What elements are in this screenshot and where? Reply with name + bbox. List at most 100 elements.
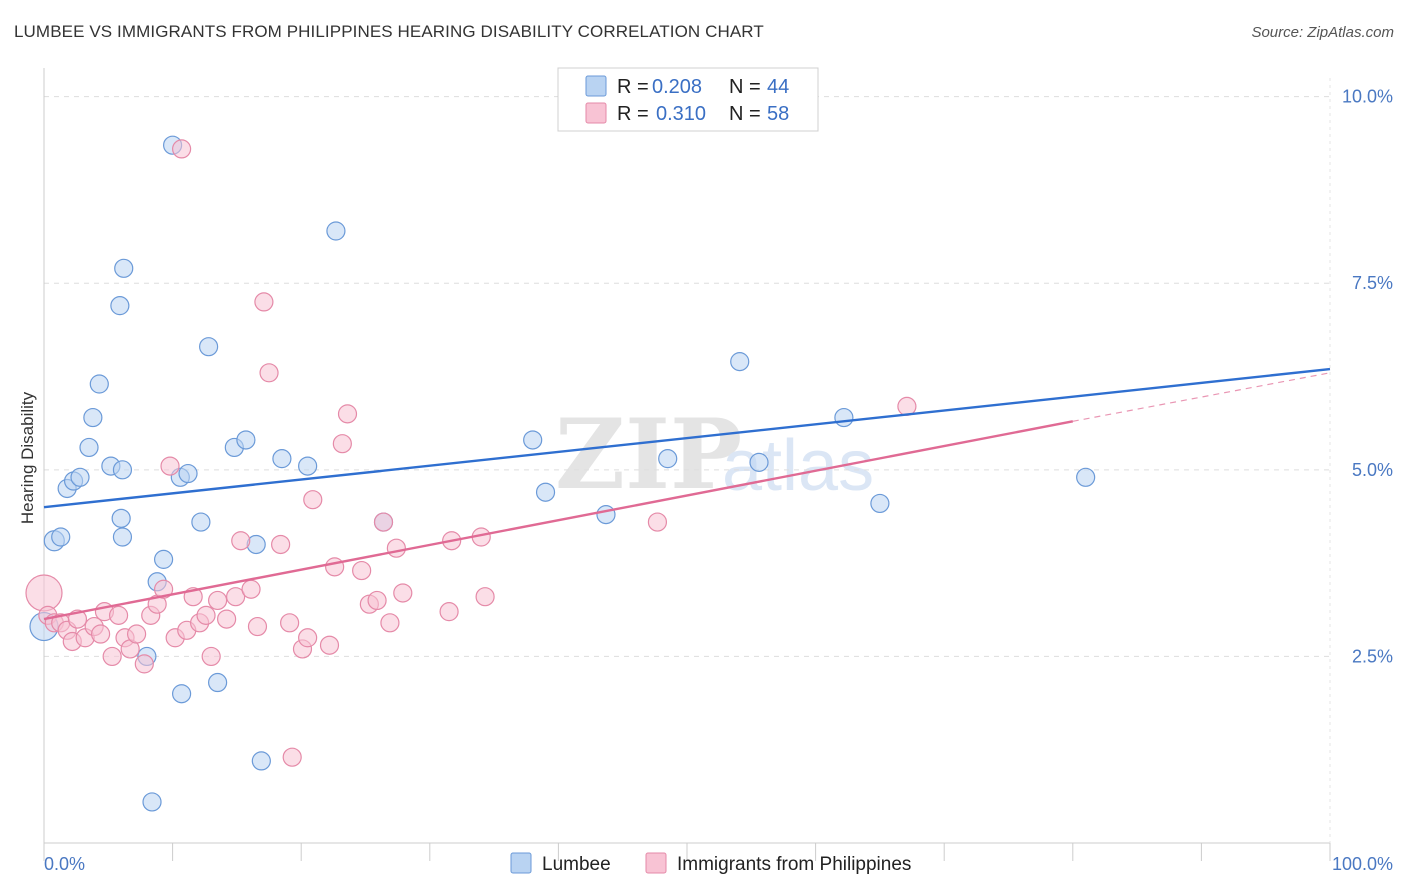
point-lumbee-29 xyxy=(251,751,271,771)
y-tick-labels: 2.5% 5.0% 7.5% 10.0% xyxy=(1342,87,1393,667)
point-philippines-37 xyxy=(280,613,300,633)
y-tick-label-3: 10.0% xyxy=(1342,87,1393,107)
point-lumbee-42 xyxy=(870,493,890,514)
watermark-atlas: atlas xyxy=(722,426,874,506)
point-philippines-56 xyxy=(475,587,495,607)
point-lumbee-41 xyxy=(834,407,854,428)
point-philippines-40 xyxy=(298,628,318,648)
trend-lines xyxy=(43,367,1331,621)
point-philippines-19 xyxy=(153,579,174,599)
point-lumbee-40 xyxy=(749,452,769,472)
y-tick-label-1: 5.0% xyxy=(1352,460,1393,480)
point-philippines-26 xyxy=(196,605,216,625)
legend-r-label-lumbee: R = xyxy=(617,76,649,98)
point-philippines-11 xyxy=(102,646,122,667)
point-lumbee-37 xyxy=(658,449,678,469)
point-philippines-34 xyxy=(254,292,274,312)
point-philippines-48 xyxy=(367,590,387,611)
point-lumbee-8 xyxy=(89,374,109,394)
bottom-legend-label-philippines: Immigrants from Philippines xyxy=(677,854,911,875)
point-philippines-57 xyxy=(647,512,668,532)
bottom-legend-swatch-lumbee xyxy=(510,852,532,874)
legend-box: R = 0.208 N = 44 R = 0.310 N = 58 xyxy=(557,67,819,132)
point-lumbee-23 xyxy=(191,512,211,532)
point-lumbee-22 xyxy=(178,463,198,484)
bottom-legend-swatch-philippines xyxy=(645,852,667,874)
legend-n-label-philippines: N = xyxy=(729,103,761,125)
point-philippines-53 xyxy=(439,602,459,622)
point-lumbee-14 xyxy=(114,258,134,278)
point-philippines-32 xyxy=(241,579,261,599)
point-lumbee-11 xyxy=(111,508,131,528)
point-philippines-52 xyxy=(393,583,413,603)
point-lumbee-25 xyxy=(208,672,228,693)
point-lumbee-24 xyxy=(199,337,219,357)
point-lumbee-35 xyxy=(535,482,556,502)
point-lumbee-34 xyxy=(523,430,543,450)
point-philippines-29 xyxy=(217,609,237,629)
point-lumbee-39 xyxy=(730,352,750,372)
bottom-legend-label-lumbee: Lumbee xyxy=(542,854,611,875)
point-lumbee-32 xyxy=(326,221,346,241)
x-tick-label-1: 100.0% xyxy=(1332,854,1393,874)
trend-line-philippines xyxy=(43,420,1074,621)
point-lumbee-2 xyxy=(51,527,71,547)
point-philippines-41 xyxy=(303,490,323,510)
point-lumbee-5 xyxy=(70,467,90,487)
point-philippines-9 xyxy=(90,624,111,644)
point-philippines-46 xyxy=(352,560,372,581)
grid-lines xyxy=(44,96,1330,657)
legend-r-value-lumbee: 0.208 xyxy=(652,76,702,98)
y-tick-label-0: 2.5% xyxy=(1352,646,1393,666)
point-lumbee-43 xyxy=(1076,467,1096,487)
point-lumbee-12 xyxy=(112,460,133,480)
point-philippines-30 xyxy=(226,587,246,607)
point-philippines-33 xyxy=(247,616,268,637)
point-philippines-12 xyxy=(108,605,129,625)
legend-r-label-philippines: R = xyxy=(617,103,649,125)
point-philippines-51 xyxy=(386,538,406,558)
point-lumbee-36 xyxy=(596,505,616,525)
point-lumbee-27 xyxy=(236,430,256,450)
watermark-zip: ZIP xyxy=(555,398,742,511)
chart-title: LUMBEE VS IMMIGRANTS FROM PHILIPPINES HE… xyxy=(14,22,764,41)
legend-swatch-lumbee xyxy=(585,75,607,97)
legend-r-value-philippines: 0.310 xyxy=(656,103,706,125)
bottom-legend: Lumbee Immigrants from Philippines xyxy=(510,852,911,875)
watermark: ZIP atlas xyxy=(555,398,874,511)
legend-swatch-philippines xyxy=(585,102,607,124)
point-philippines-36 xyxy=(271,534,291,555)
point-lumbee-10 xyxy=(110,296,130,316)
source-credit: Source: ZipAtlas.com xyxy=(1251,24,1394,41)
x-tick-label-0: 0.0% xyxy=(44,854,85,874)
point-lumbee-16 xyxy=(142,792,162,812)
point-philippines-43 xyxy=(325,557,345,577)
y-tick-label-2: 7.5% xyxy=(1352,273,1393,293)
point-philippines-15 xyxy=(126,624,147,644)
point-philippines-16 xyxy=(134,654,154,674)
point-philippines-27 xyxy=(201,646,221,667)
point-philippines-49 xyxy=(373,512,394,532)
point-philippines-28 xyxy=(208,590,228,611)
point-philippines-22 xyxy=(172,139,192,159)
trend-line-philippines-extension xyxy=(1072,372,1331,422)
trend-line-lumbee xyxy=(43,367,1331,509)
point-philippines-35 xyxy=(259,363,279,383)
point-philippines-31 xyxy=(231,531,251,551)
point-lumbee-7 xyxy=(83,407,103,428)
legend-n-value-philippines: 58 xyxy=(767,103,789,125)
y-axis-label: Hearing Disability xyxy=(18,391,37,524)
point-lumbee-6 xyxy=(79,437,99,458)
point-philippines-20 xyxy=(160,456,180,476)
point-lumbee-18 xyxy=(153,549,174,569)
point-philippines-50 xyxy=(380,613,400,633)
point-lumbee-31 xyxy=(298,456,318,476)
point-philippines-45 xyxy=(337,404,358,424)
legend-n-label-lumbee: N = xyxy=(729,76,761,98)
point-philippines-38 xyxy=(282,747,302,767)
legend-n-value-lumbee: 44 xyxy=(767,76,789,98)
point-lumbee-21 xyxy=(172,684,192,704)
point-lumbee-30 xyxy=(272,449,292,469)
x-tick-labels: 0.0% 100.0% xyxy=(44,854,1393,874)
